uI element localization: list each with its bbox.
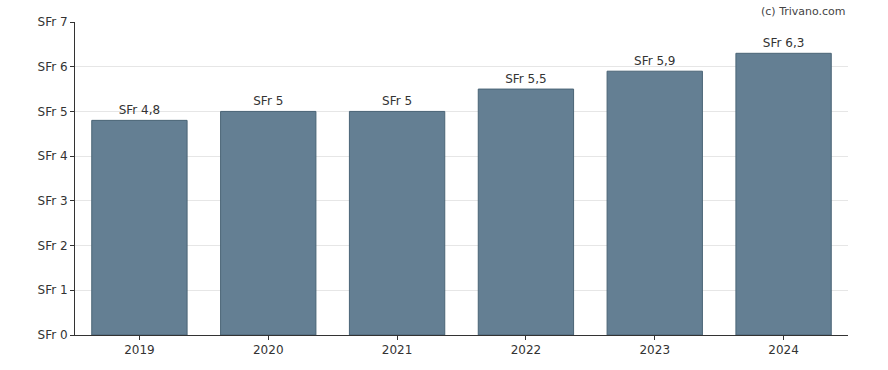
svg-text:SFr 5,9: SFr 5,9: [634, 54, 675, 68]
svg-text:2021: 2021: [382, 343, 413, 357]
svg-text:SFr 4: SFr 4: [38, 149, 68, 163]
svg-text:(c) Trivano.com: (c) Trivano.com: [761, 5, 846, 18]
svg-text:SFr 7: SFr 7: [38, 15, 68, 29]
svg-text:SFr 5: SFr 5: [253, 94, 283, 108]
svg-text:2023: 2023: [639, 343, 670, 357]
svg-text:SFr 3: SFr 3: [38, 194, 68, 208]
svg-text:SFr 0: SFr 0: [38, 328, 68, 342]
svg-text:SFr 2: SFr 2: [38, 239, 68, 253]
svg-text:SFr 5: SFr 5: [382, 94, 412, 108]
svg-text:2024: 2024: [768, 343, 799, 357]
svg-text:2022: 2022: [511, 343, 542, 357]
svg-text:SFr 6: SFr 6: [38, 60, 68, 74]
svg-text:SFr 1: SFr 1: [38, 283, 68, 297]
svg-text:2019: 2019: [124, 343, 155, 357]
svg-text:SFr 6,3: SFr 6,3: [763, 36, 804, 50]
svg-text:SFr 5: SFr 5: [38, 105, 68, 119]
svg-text:SFr 5,5: SFr 5,5: [505, 72, 546, 86]
svg-text:SFr 4,8: SFr 4,8: [119, 103, 160, 117]
svg-text:2020: 2020: [253, 343, 284, 357]
